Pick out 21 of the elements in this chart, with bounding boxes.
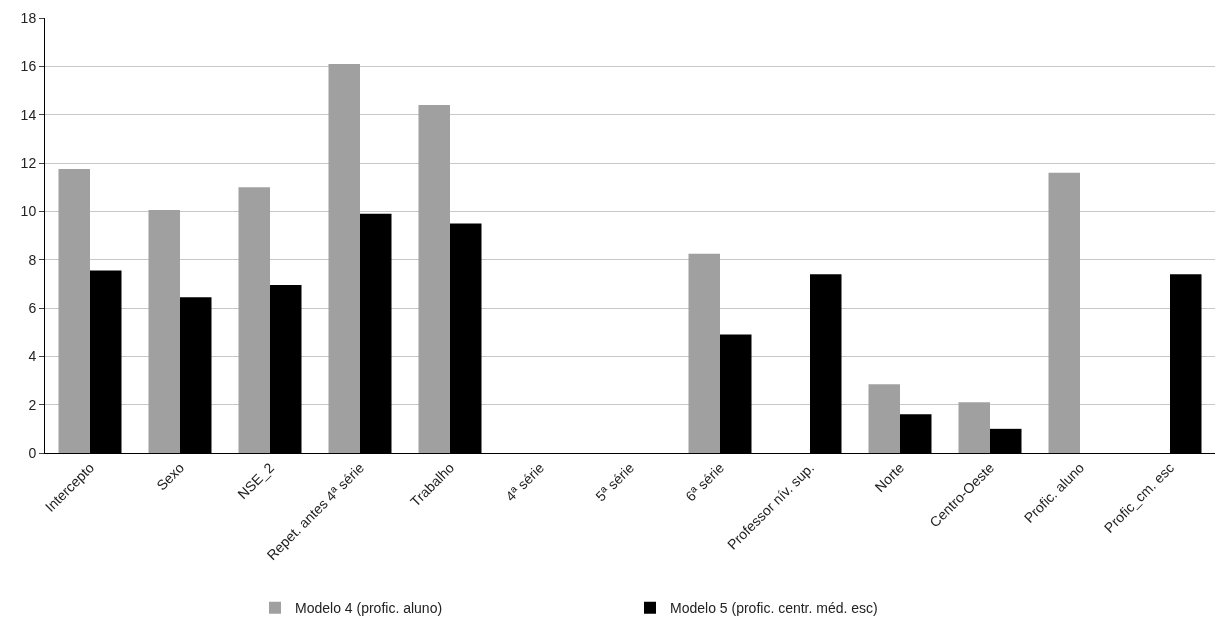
y-tick-label: 16 xyxy=(20,58,37,75)
y-tick-label: 18 xyxy=(20,9,37,26)
y-tick-label: 6 xyxy=(28,299,37,316)
y-tick-label: 14 xyxy=(20,106,37,123)
bar xyxy=(688,253,720,453)
y-tick-label: 4 xyxy=(28,348,37,365)
bar xyxy=(958,402,990,453)
y-tick-label: 12 xyxy=(20,154,37,171)
y-tick-label: 0 xyxy=(28,444,37,461)
bar xyxy=(1048,172,1080,453)
bar xyxy=(238,187,270,453)
y-tick-label: 10 xyxy=(20,203,37,220)
bar xyxy=(328,63,360,453)
y-tick-label: 2 xyxy=(28,396,37,413)
bar xyxy=(418,105,450,453)
bar xyxy=(58,169,90,453)
bar xyxy=(868,384,900,453)
legend-label: Modelo 5 (profic. centr. méd. esc) xyxy=(670,600,878,617)
y-tick-label: 8 xyxy=(28,251,37,268)
bar xyxy=(148,210,180,453)
legend-label: Modelo 4 (profic. aluno) xyxy=(295,600,443,617)
